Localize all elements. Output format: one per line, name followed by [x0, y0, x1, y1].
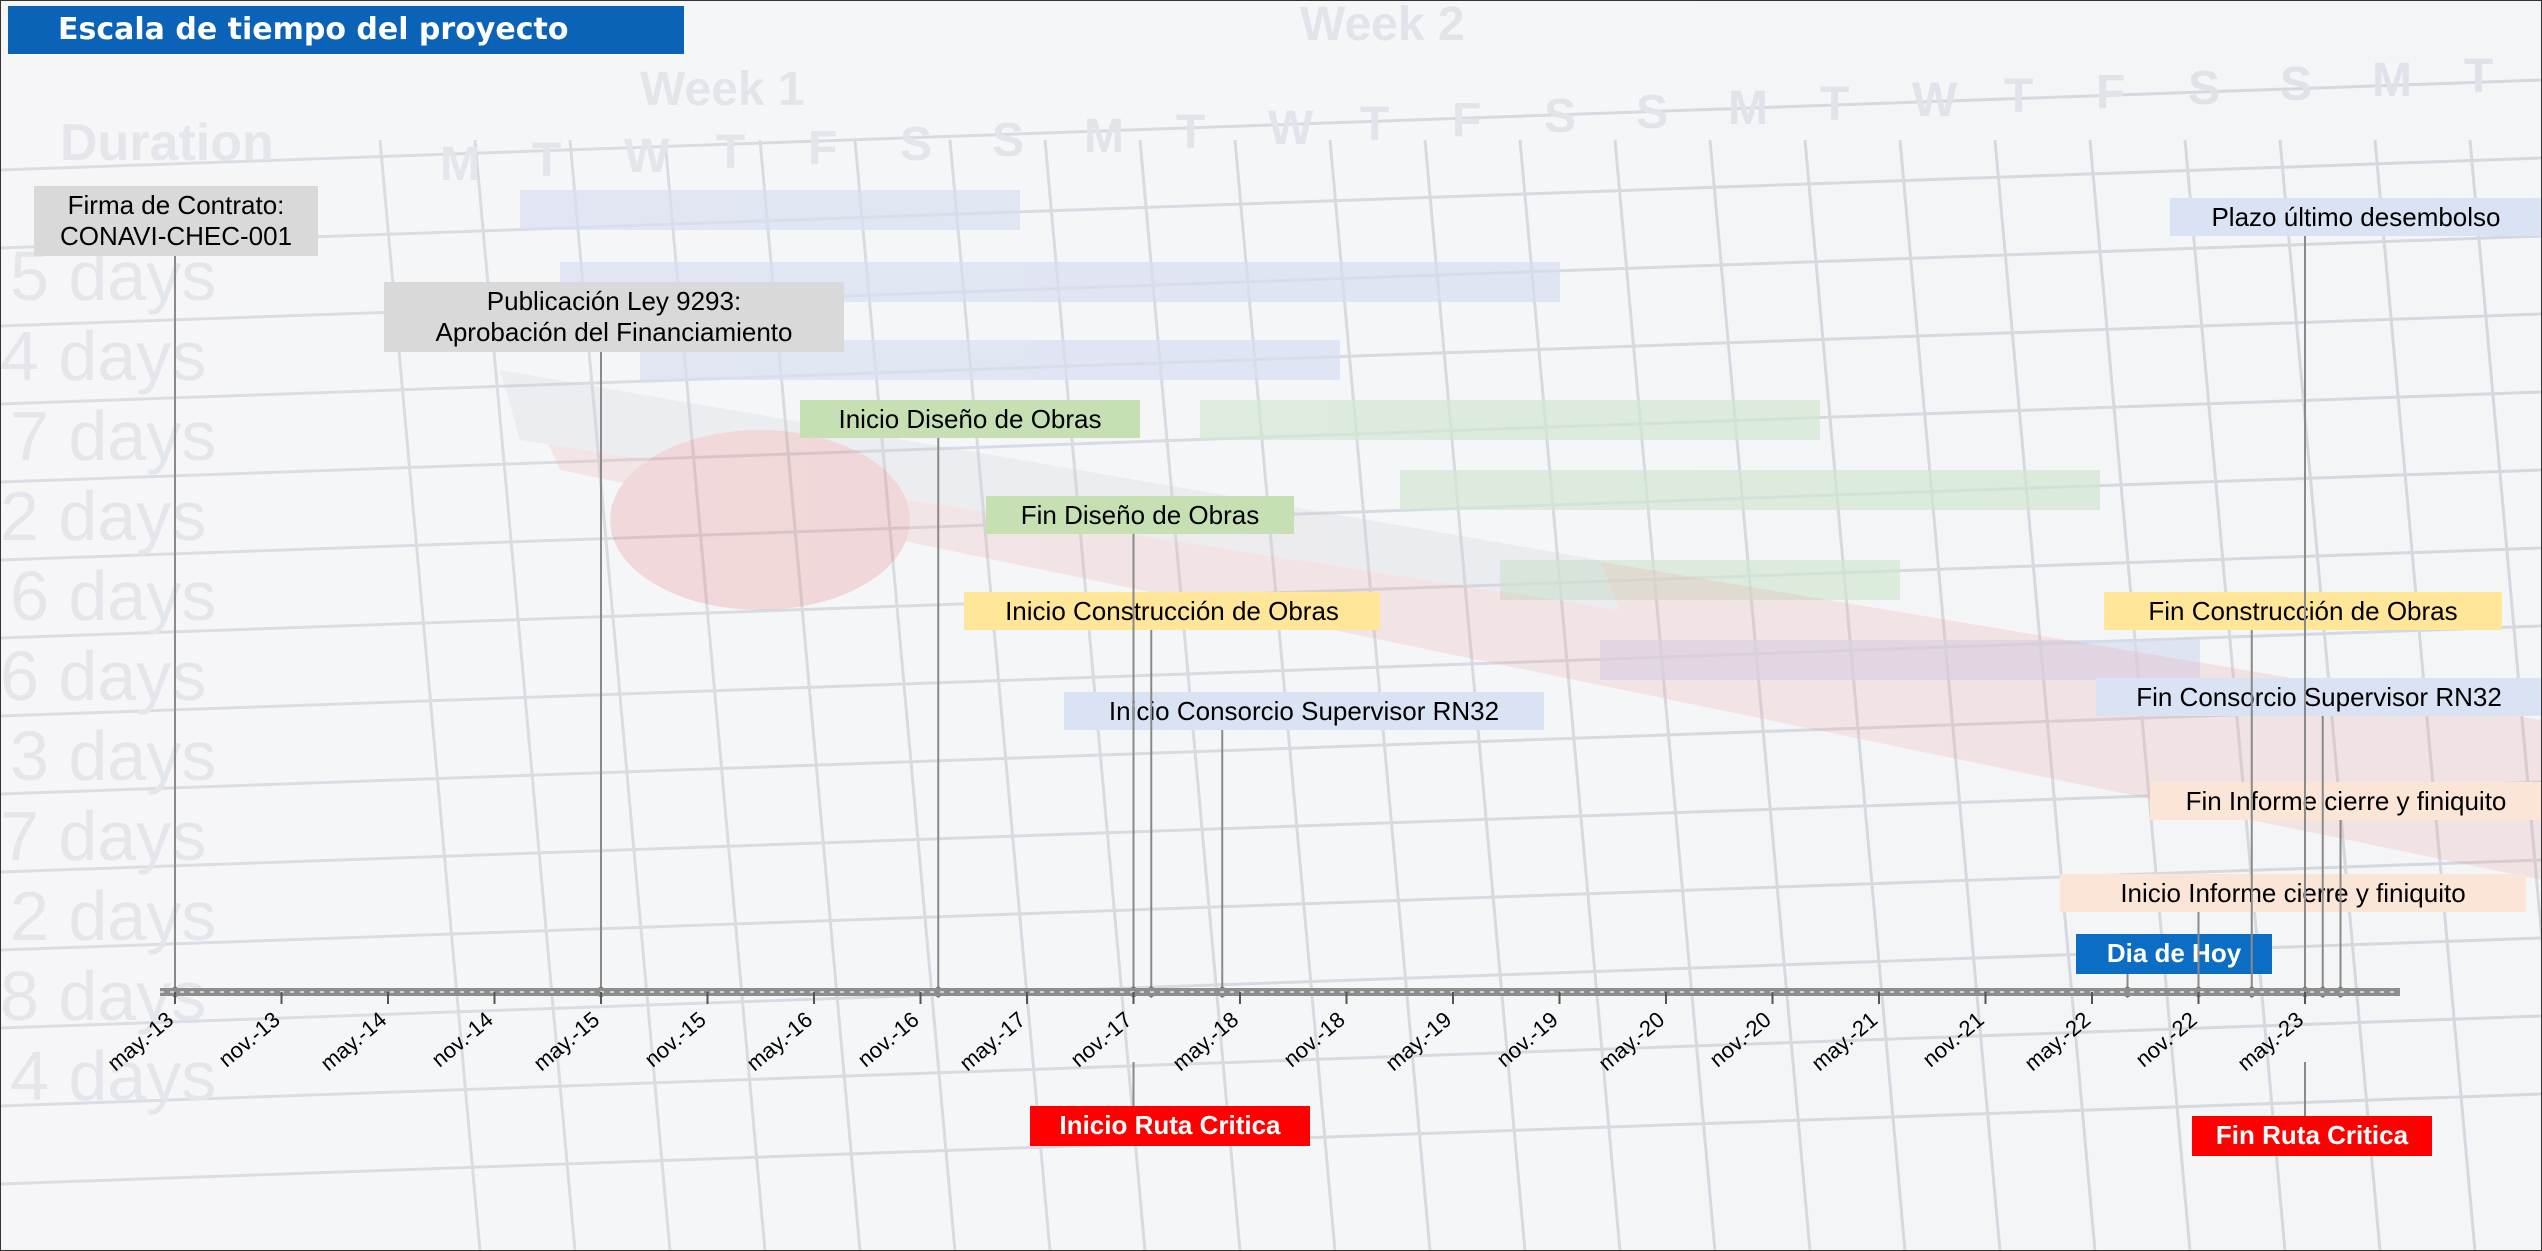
axis-tick-label: may.-17: [955, 1007, 1031, 1076]
event-label-inicio-diseno: Inicio Diseño de Obras: [800, 400, 1140, 438]
axis-tick-label: nov.-21: [1918, 1007, 1989, 1072]
event-label-fin-diseno: Fin Diseño de Obras: [986, 496, 1294, 534]
event-label-firma: Firma de Contrato: CONAVI-CHEC-001: [34, 186, 318, 256]
page-title: Escala de tiempo del proyecto: [8, 6, 684, 54]
critical-label-inicio-ruta: Inicio Ruta Critica: [1030, 1106, 1310, 1146]
event-label-plazo: Plazo último desembolso: [2170, 198, 2542, 236]
event-label-firma-line2: CONAVI-CHEC-001: [59, 221, 293, 251]
event-label-publicacion-line2: Aprobación del Financiamiento: [435, 317, 793, 347]
axis-tick-label: may.-19: [1381, 1007, 1457, 1076]
axis-tick-label: nov.-22: [2131, 1007, 2202, 1072]
axis-tick-label: may.-21: [1807, 1007, 1883, 1076]
axis-tick-label: nov.-19: [1492, 1007, 1563, 1072]
axis-tick-label: may.-14: [316, 1007, 392, 1076]
axis-tick-label: nov.-15: [640, 1007, 711, 1072]
critical-label-fin-ruta: Fin Ruta Critica: [2192, 1116, 2432, 1156]
event-label-firma-line1: Firma de Contrato:: [67, 190, 285, 220]
event-label-inicio-consorcio: Inicio Consorcio Supervisor RN32: [1064, 692, 1544, 730]
axis-tick-label: nov.-18: [1279, 1007, 1350, 1072]
axis-tick-label: may.-23: [2233, 1007, 2309, 1076]
event-label-fin-informe: Fin Informe cierre y finiquito: [2150, 782, 2542, 820]
axis-tick-label: nov.-14: [427, 1007, 498, 1072]
axis-tick-label: nov.-13: [214, 1007, 285, 1072]
event-label-publicacion: Publicación Ley 9293: Aprobación del Fin…: [384, 282, 844, 352]
axis-tick-label: may.-18: [1168, 1007, 1244, 1076]
event-label-inicio-construccion: Inicio Construcción de Obras: [964, 592, 1380, 630]
event-label-fin-consorcio: Fin Consorcio Supervisor RN32: [2096, 678, 2542, 716]
event-label-inicio-informe: Inicio Informe cierre y finiquito: [2060, 874, 2526, 912]
axis-tick-label: may.-16: [742, 1007, 818, 1076]
event-label-fin-construccion: Fin Construcción de Obras: [2104, 592, 2502, 630]
axis-tick-label: may.-15: [529, 1007, 605, 1076]
axis-tick-label: nov.-17: [1066, 1007, 1137, 1072]
event-label-publicacion-line1: Publicación Ley 9293:: [486, 286, 742, 316]
axis-tick-label: nov.-16: [853, 1007, 924, 1072]
axis-tick-label: nov.-20: [1705, 1007, 1776, 1072]
event-label-hoy: Dia de Hoy: [2076, 934, 2272, 974]
axis-tick-label: may.-20: [1594, 1007, 1670, 1076]
axis-tick-label: may.-13: [103, 1007, 179, 1076]
axis-tick-label: may.-22: [2020, 1007, 2096, 1076]
